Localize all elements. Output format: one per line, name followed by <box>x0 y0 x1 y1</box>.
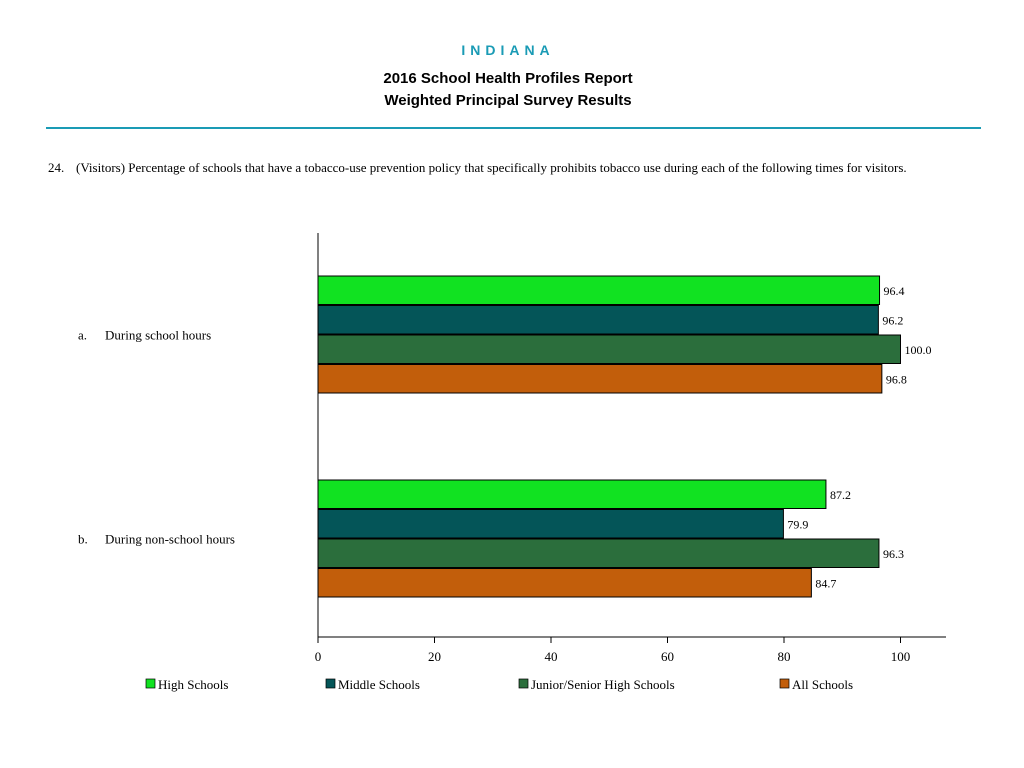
legend-label: All Schools <box>792 677 853 692</box>
bar-value-label: 84.7 <box>815 577 836 591</box>
bar-value-label: 96.2 <box>882 314 903 328</box>
bar <box>317 479 827 509</box>
bar-value-label: 100.0 <box>905 343 932 357</box>
legend-swatch <box>325 678 336 689</box>
legend-label: Junior/Senior High Schools <box>531 677 675 692</box>
category-label: During school hours <box>105 328 211 343</box>
legend-swatch <box>518 678 529 689</box>
x-tick-label: 80 <box>778 649 791 664</box>
bar <box>317 364 883 394</box>
bar <box>317 538 880 568</box>
x-tick-label: 20 <box>428 649 441 664</box>
legend-label: Middle Schools <box>338 677 420 692</box>
question-body: (Visitors) Percentage of schools that ha… <box>76 160 907 175</box>
x-tick-label: 100 <box>891 649 911 664</box>
header-divider <box>46 127 981 129</box>
legend-swatch <box>145 678 156 689</box>
legend-label: High Schools <box>158 677 228 692</box>
legend-swatch <box>779 678 790 689</box>
category-label: During non-school hours <box>105 532 235 547</box>
bar <box>317 509 784 539</box>
bar-value-label: 96.4 <box>884 284 905 298</box>
bar-value-label: 79.9 <box>787 518 808 532</box>
report-subtitle: Weighted Principal Survey Results <box>384 92 632 109</box>
question-number: 24. <box>48 160 65 175</box>
x-tick-label: 0 <box>315 649 322 664</box>
report-title: 2016 School Health Profiles Report <box>383 70 633 87</box>
category-letter: b. <box>78 532 88 547</box>
bar <box>317 334 901 364</box>
bar-value-label: 96.3 <box>883 547 904 561</box>
category-letter: a. <box>78 328 87 343</box>
x-tick-label: 60 <box>661 649 674 664</box>
bar <box>317 568 812 598</box>
bar-value-label: 96.8 <box>886 373 907 387</box>
bar <box>317 275 881 305</box>
bar-value-label: 87.2 <box>830 488 851 502</box>
x-tick-label: 40 <box>545 649 558 664</box>
bar <box>317 305 879 335</box>
question-text: 24. (Visitors) Percentage of schools that… <box>48 160 907 176</box>
state-name: INDIANA <box>461 42 555 58</box>
